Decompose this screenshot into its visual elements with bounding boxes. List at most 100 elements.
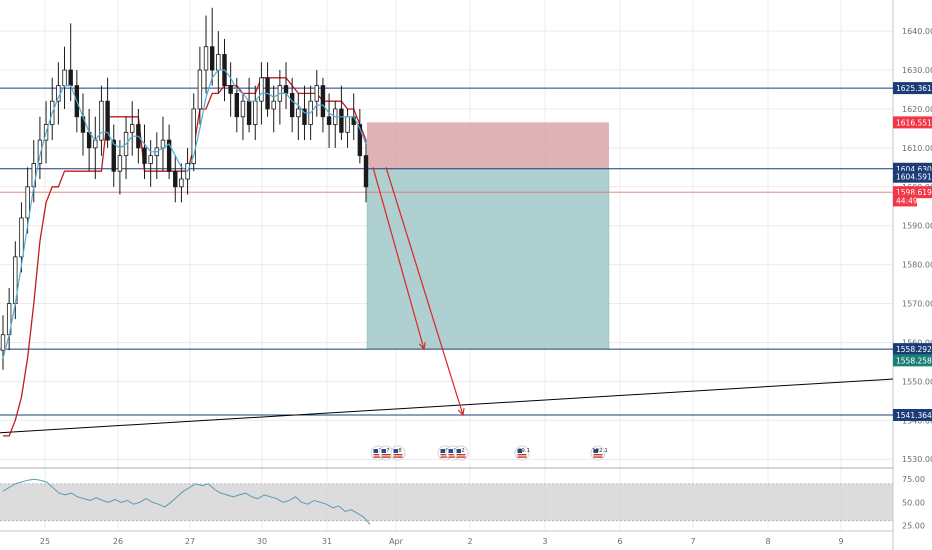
rsi-tick-label: 50.00	[902, 498, 925, 507]
flag-stripe	[393, 456, 403, 458]
candle-body	[302, 108, 307, 125]
price-level-badge[interactable]: 1558.292	[893, 343, 932, 356]
badge-background	[893, 194, 917, 207]
price-panel[interactable]	[0, 7, 894, 437]
candle-body	[105, 100, 110, 141]
rsi-tick-label: 25.00	[902, 521, 925, 530]
flag-stripe	[456, 454, 466, 456]
candle	[173, 155, 178, 203]
candle	[326, 93, 332, 148]
badge-label: 1604.630	[896, 165, 932, 174]
price-marker-badge[interactable]: 44:49	[893, 194, 918, 207]
time-axis[interactable]: 25 26 27 30 31 Apr 2 3 6 7 8 9	[40, 537, 844, 546]
badge-label: 1616.551	[896, 118, 932, 127]
price-tick-label: 1550.000	[902, 377, 932, 386]
candle-body	[203, 46, 209, 71]
candle	[209, 7, 215, 86]
candle-body	[240, 100, 246, 118]
price-marker-badge[interactable]: 1558.258	[893, 354, 932, 367]
rsi-panel[interactable]	[0, 478, 893, 525]
candle	[240, 93, 246, 141]
badge-label: 1604.591	[896, 173, 932, 182]
badge-background	[893, 170, 932, 183]
grid	[0, 0, 894, 550]
candle-body	[314, 85, 319, 102]
rsi-tick-label: 75.00	[902, 475, 925, 484]
badge-background	[893, 82, 932, 95]
price-tick-label: 1620.000	[902, 105, 932, 114]
time-tick-label: 6	[617, 537, 622, 546]
candle-body	[253, 100, 258, 125]
candle	[289, 77, 295, 133]
badge-background	[893, 408, 932, 421]
candle	[197, 46, 203, 125]
price-tick-label: 1630.000	[902, 66, 932, 75]
rsi-band	[0, 483, 893, 521]
candle	[166, 124, 172, 180]
candle-body	[179, 178, 184, 188]
badge-background	[893, 116, 932, 129]
flag-canton	[456, 449, 461, 453]
badge-label: 1625.361	[896, 84, 932, 93]
projection-arrow-line[interactable]	[372, 167, 425, 350]
time-tick-label: 9	[838, 537, 843, 546]
candle	[111, 124, 116, 187]
price-marker-badge[interactable]: 1616.551	[893, 116, 932, 129]
projection-arrow-line[interactable]	[385, 167, 464, 416]
flag-stripe	[393, 454, 403, 456]
flag-stripe	[440, 456, 450, 458]
candle-body	[357, 124, 363, 157]
price-tick-label: 1560.000	[902, 338, 932, 347]
price-axis[interactable]: 1640.0001630.0001620.0001610.0001600.000…	[893, 27, 932, 530]
event-marker[interactable]: 8	[390, 445, 406, 461]
event-marker[interactable]: 2	[453, 445, 469, 461]
candle	[234, 77, 239, 133]
stop-loss-zone[interactable]	[367, 122, 609, 169]
candle-body	[296, 108, 301, 118]
take-profit-zone[interactable]	[366, 168, 610, 350]
candle	[130, 101, 135, 156]
time-tick-label: 31	[322, 537, 332, 546]
fast-moving-average	[2, 69, 367, 359]
time-tick-label: 3	[542, 537, 547, 546]
rsi-line	[2, 478, 371, 525]
event-marker[interactable]: 29.1	[514, 445, 530, 461]
event-marker[interactable]: 102.1	[590, 445, 608, 461]
event-label: 2	[461, 448, 465, 454]
flag-canton	[448, 449, 453, 453]
price-tick-label: 1570.000	[902, 300, 932, 309]
candle-body	[259, 77, 264, 102]
candle-body	[191, 108, 196, 164]
candle-body	[142, 147, 147, 164]
trendline[interactable]	[0, 378, 894, 434]
candle-body	[228, 85, 233, 94]
candle-body	[0, 334, 6, 351]
flag-canton	[517, 449, 522, 453]
event-label: 8	[398, 448, 402, 454]
event-label: 29.1	[518, 448, 530, 454]
candle	[363, 140, 369, 203]
projection-arrow[interactable]	[372, 167, 426, 351]
badge-label: 1598.619	[896, 188, 932, 197]
price-level-badge[interactable]: 1625.361	[893, 82, 932, 95]
candle	[19, 202, 24, 273]
flag-canton	[373, 449, 378, 453]
projection-arrow[interactable]	[385, 167, 465, 417]
candle	[148, 140, 153, 187]
time-tick-label: 8	[765, 537, 770, 546]
trailing-stop-line	[3, 77, 367, 437]
candle	[228, 62, 233, 117]
event-label: 102.1	[592, 448, 608, 454]
price-marker-badge[interactable]: 1604.591	[893, 170, 932, 183]
event-marker[interactable]: 7	[378, 445, 394, 461]
candle	[179, 163, 184, 203]
candle-body	[320, 85, 326, 118]
candle-body	[117, 155, 123, 172]
flag-canton	[381, 449, 386, 453]
flag-canton	[393, 449, 398, 453]
price-level-badge[interactable]: 1541.364	[893, 408, 932, 421]
candle	[357, 108, 363, 164]
candle-body	[339, 108, 344, 133]
